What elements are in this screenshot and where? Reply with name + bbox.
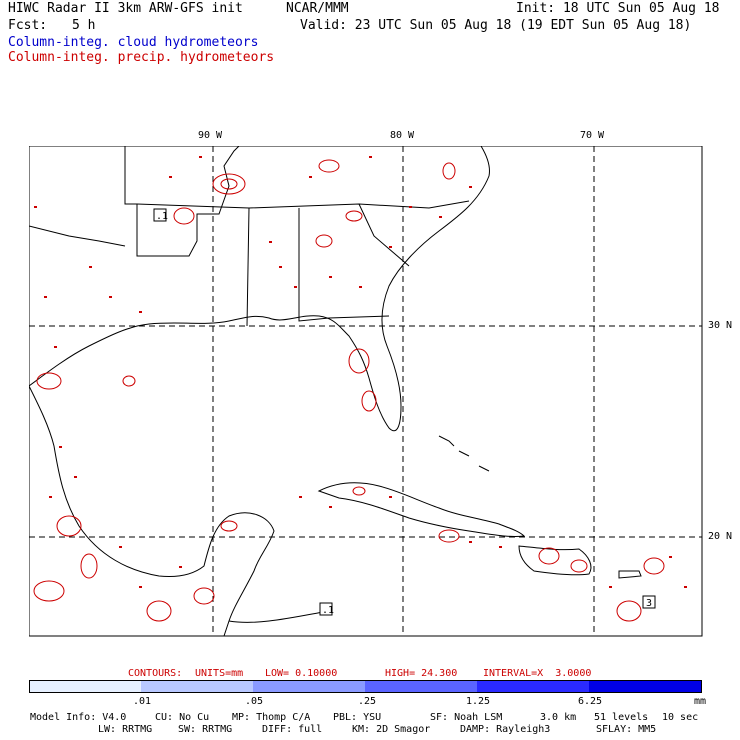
boxed-label-3-text: 3 — [646, 598, 652, 609]
precip-cell — [122, 375, 136, 387]
precip-cell — [33, 580, 65, 602]
precip-cell — [56, 515, 82, 537]
puerto-rico-outline — [618, 570, 642, 579]
cuba-outline — [317, 482, 526, 537]
footer-pbl: PBL: YSU — [333, 712, 382, 723]
footer-sf: SF: Noah LSM — [430, 712, 503, 723]
footer-damp: DAMP: Rayleigh3 — [460, 724, 551, 735]
contour-interval: INTERVAL=X 3.0000 — [483, 668, 592, 679]
colorbar-segment — [589, 680, 702, 693]
boxed-label-3 — [642, 595, 656, 609]
footer-mp: MP: Thomp C/A — [232, 712, 311, 723]
precip-cell — [352, 486, 366, 496]
footer-res: 3.0 km — [540, 712, 577, 723]
contour-units: UNITS=mm — [195, 668, 244, 679]
precip-contours — [33, 159, 665, 622]
border-al-ga — [246, 207, 390, 327]
precip-cell — [570, 559, 588, 573]
gulf-atlantic-coast — [29, 146, 490, 432]
init-time: Init: 18 UTC Sun 05 Aug 18 — [516, 1, 720, 16]
fcst-label: Fcst: — [8, 18, 48, 33]
precip-cell — [146, 600, 172, 622]
valid-time: Valid: 23 UTC Sun 05 Aug 18 (19 EDT Sun … — [300, 18, 692, 33]
model-title: HIWC Radar II 3km ARW-GFS init — [8, 1, 243, 16]
map-frame — [29, 146, 703, 637]
boxed-label-1 — [153, 208, 167, 222]
colorbar-tick-4: 6.25 — [578, 696, 603, 707]
precip-dots — [34, 156, 687, 588]
boxed-label-1-text: .1 — [156, 211, 168, 222]
precip-cell — [318, 159, 340, 173]
mexico-coast — [29, 385, 275, 637]
precip-cell — [348, 348, 370, 374]
colorbar-segment — [253, 680, 365, 693]
footer-lw: LW: RRTMG — [98, 724, 153, 735]
footer-diff: DIFF: full — [262, 724, 323, 735]
precip-cell — [212, 173, 246, 195]
fcst-value: 5 h — [72, 18, 96, 33]
colorbar-segment — [365, 680, 477, 693]
state-borders-west — [124, 146, 240, 257]
graticule — [29, 146, 702, 636]
footer-sflay: SFLAY: MM5 — [596, 724, 657, 735]
colorbar-tick-0: .01 — [133, 696, 152, 707]
precip-cell — [220, 178, 238, 190]
map-panel: .1 .1 3 — [29, 146, 703, 637]
contour-label: CONTOURS: — [128, 668, 183, 679]
footer-timestep: 10 sec — [662, 712, 699, 723]
org-label: NCAR/MMM — [286, 1, 349, 16]
lon-label-80w: 80 W — [390, 130, 415, 141]
colorbar-frame — [29, 680, 702, 693]
lat-label-30n: 30 N — [708, 320, 733, 331]
colorbar-tick-1: .05 — [245, 696, 264, 707]
coastlines — [29, 146, 642, 637]
precip-cell — [315, 234, 333, 248]
precip-cell — [345, 210, 363, 222]
legend-precip: Column-integ. precip. hydrometeors — [8, 50, 275, 65]
lon-label-70w: 70 W — [580, 130, 605, 141]
precip-cell — [80, 553, 98, 579]
border-texas-north — [29, 225, 126, 247]
precip-cell — [220, 520, 238, 532]
colorbar-segment — [477, 680, 589, 693]
precip-cell — [538, 547, 560, 565]
contour-low: LOW= 0.10000 — [265, 668, 338, 679]
footer-model-info: Model Info: V4.0 — [30, 712, 127, 723]
boxed-label-2 — [319, 602, 333, 616]
colorbar-tick-2: .25 — [358, 696, 377, 707]
precip-cell — [36, 372, 62, 390]
precip-cell — [643, 557, 665, 575]
lon-label-90w: 90 W — [198, 130, 223, 141]
lat-label-20n: 20 N — [708, 531, 733, 542]
precip-cell — [361, 390, 377, 412]
footer-cu: CU: No Cu — [155, 712, 210, 723]
boxed-labels — [153, 208, 656, 616]
boxed-label-2-text: .1 — [322, 605, 334, 616]
precip-cell — [438, 529, 460, 543]
legend-cloud: Column-integ. cloud hydrometeors — [8, 35, 259, 50]
precip-cell — [173, 207, 195, 225]
colorbar-tick-3: 1.25 — [466, 696, 491, 707]
hispaniola-outline — [518, 545, 592, 576]
footer-km: KM: 2D Smagor — [352, 724, 431, 735]
colorbar-segment — [141, 680, 253, 693]
central-america-coast — [228, 610, 330, 623]
border-ga-sc — [358, 203, 410, 267]
contour-high: HIGH= 24.300 — [385, 668, 458, 679]
footer-levels: 51 levels — [594, 712, 649, 723]
bahamas-outline — [438, 435, 490, 472]
footer-sw: SW: RRTMG — [178, 724, 233, 735]
colorbar-segment — [29, 680, 141, 693]
precip-cell — [442, 162, 456, 180]
colorbar-unit: mm — [694, 696, 707, 707]
precip-cell — [616, 600, 642, 622]
colorbar — [29, 680, 702, 693]
precip-cell — [193, 587, 215, 605]
